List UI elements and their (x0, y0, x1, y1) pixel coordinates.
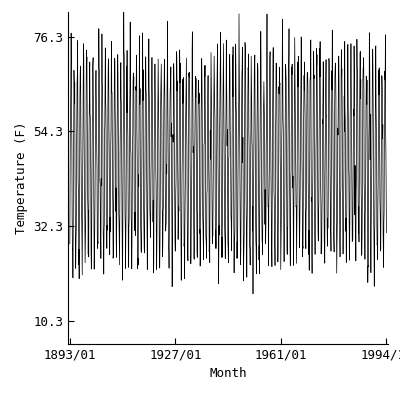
X-axis label: Month: Month (209, 368, 247, 380)
Y-axis label: Temperature (F): Temperature (F) (14, 122, 28, 234)
